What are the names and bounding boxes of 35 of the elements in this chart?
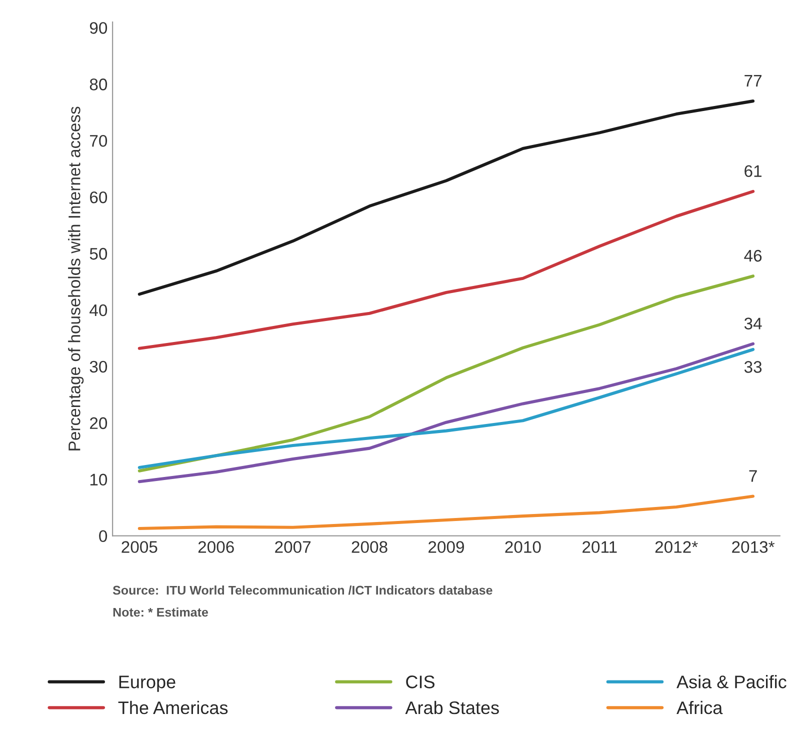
y-tick-label: 0 bbox=[99, 530, 108, 542]
y-tick-label: 10 bbox=[90, 474, 108, 486]
y-tick-label: 40 bbox=[90, 304, 108, 316]
x-tick-label: 2005 bbox=[122, 541, 158, 553]
x-tick-label: 2007 bbox=[275, 541, 311, 553]
y-tick-label: 20 bbox=[90, 417, 108, 430]
data-label: 61 bbox=[744, 165, 762, 177]
x-tick-label: 2009 bbox=[428, 541, 464, 553]
x-tick-label: 2006 bbox=[198, 541, 234, 553]
legend-label: CIS bbox=[406, 676, 434, 688]
y-tick-label: 50 bbox=[90, 248, 108, 260]
source-note: Source: ITU World Telecommunication /ICT Indicators database bbox=[112, 585, 492, 595]
data-label: 46 bbox=[744, 250, 762, 262]
data-label: 33 bbox=[744, 361, 762, 373]
x-tick-label: 2011 bbox=[582, 541, 617, 553]
x-tick-label: 2010 bbox=[505, 541, 541, 553]
data-label: 34 bbox=[744, 318, 762, 330]
y-tick-label: 30 bbox=[90, 360, 108, 373]
y-tick-label: 60 bbox=[90, 191, 108, 204]
text: Note: * Estimate bbox=[113, 608, 208, 617]
y-axis-title: Percentage of households with Internet access bbox=[68, 106, 84, 450]
x-tick-label: 2012* bbox=[655, 541, 698, 553]
x-tick-label: 2013* bbox=[732, 541, 775, 553]
y-tick-label: 90 bbox=[90, 22, 108, 34]
legend-label: Arab States bbox=[405, 700, 499, 714]
legend-label: Africa bbox=[676, 700, 723, 714]
legend-label: Europe bbox=[119, 676, 176, 692]
data-label: 7 bbox=[749, 470, 757, 482]
y-tick-label: 80 bbox=[90, 78, 108, 90]
line-series bbox=[138, 494, 755, 530]
legend-label: The Americas bbox=[118, 700, 228, 714]
x-tick-label: 2008 bbox=[352, 541, 388, 553]
data-label: 77 bbox=[744, 75, 762, 86]
legend-label: Asia & Pacific bbox=[676, 675, 786, 688]
y-tick-label: 70 bbox=[90, 134, 108, 147]
